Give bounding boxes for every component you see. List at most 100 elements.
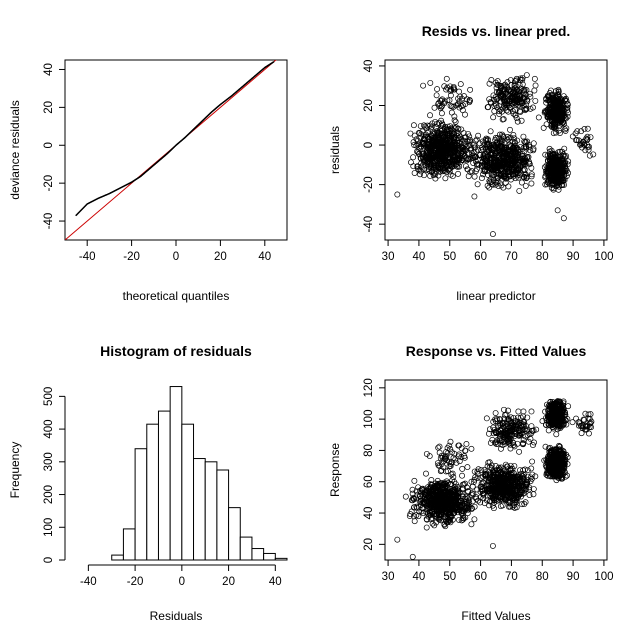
scatter-point bbox=[499, 161, 506, 168]
scatter-point bbox=[471, 173, 478, 180]
scatter-point bbox=[514, 440, 521, 447]
scatter-point bbox=[546, 145, 553, 152]
scatter-point bbox=[516, 156, 523, 163]
scatter-point bbox=[556, 127, 563, 134]
histogram-bar bbox=[181, 423, 195, 561]
scatter-point bbox=[492, 410, 499, 416]
scatter-point bbox=[554, 473, 561, 480]
scatter-point bbox=[492, 154, 498, 161]
scatter-point bbox=[498, 160, 505, 167]
scatter-point bbox=[486, 143, 493, 150]
scatter-point bbox=[417, 499, 424, 506]
scatter-point bbox=[422, 143, 428, 149]
scatter-point bbox=[427, 173, 434, 179]
scatter-point bbox=[484, 471, 491, 478]
scatter-point bbox=[426, 161, 433, 168]
scatter-point bbox=[491, 486, 498, 493]
scatter-point bbox=[498, 182, 505, 189]
scatter-point bbox=[438, 103, 445, 110]
scatter-point bbox=[442, 155, 449, 161]
scatter-point bbox=[465, 504, 472, 511]
scatter-point bbox=[526, 161, 533, 167]
scatter-point bbox=[500, 116, 507, 123]
x-axis-label: Fitted Values bbox=[461, 609, 530, 623]
histogram-panel: Histogram of residuals-40 -20 0 20 40Residua… bbox=[8, 343, 288, 623]
scatter-point bbox=[547, 444, 553, 451]
scatter-point bbox=[443, 508, 450, 515]
scatter-point bbox=[454, 486, 461, 493]
scatter-point bbox=[583, 135, 590, 142]
scatter-point bbox=[453, 132, 460, 139]
scatter-point bbox=[480, 491, 487, 498]
scatter-point bbox=[447, 481, 454, 488]
scatter-point bbox=[450, 134, 457, 141]
scatter-point bbox=[549, 122, 556, 129]
scatter-point bbox=[429, 487, 436, 494]
scatter-point bbox=[487, 176, 494, 183]
y-tick-label: 100 bbox=[363, 410, 375, 429]
qq-point bbox=[272, 61, 275, 63]
scatter-point bbox=[450, 506, 456, 513]
scatter-point bbox=[410, 122, 417, 129]
scatter-point bbox=[453, 502, 460, 509]
scatter-point bbox=[533, 426, 540, 433]
scatter-point bbox=[513, 167, 520, 174]
scatter-point bbox=[503, 475, 510, 482]
scatter-point bbox=[417, 143, 424, 150]
scatter-point bbox=[427, 112, 433, 119]
scatter-point bbox=[461, 134, 468, 141]
scatter-point bbox=[442, 141, 449, 148]
scatter-point bbox=[496, 467, 503, 474]
x-tick-label: 30 bbox=[382, 251, 395, 263]
y-tick-label: 40 bbox=[363, 507, 375, 520]
scatter-point bbox=[481, 161, 488, 168]
scatter-point bbox=[428, 136, 435, 143]
scatter-point bbox=[506, 476, 513, 482]
scatter-point bbox=[429, 520, 436, 527]
histogram-bar bbox=[204, 461, 218, 561]
scatter-point bbox=[520, 437, 527, 444]
scatter-point bbox=[501, 98, 508, 105]
scatter-point bbox=[502, 179, 509, 186]
scatter-point bbox=[494, 144, 501, 151]
scatter-point bbox=[428, 477, 435, 483]
scatter-point bbox=[471, 141, 477, 148]
histogram-bar bbox=[169, 386, 183, 561]
y-tick-label: 40 bbox=[363, 60, 375, 73]
scatter-point bbox=[433, 124, 440, 131]
scatter-point bbox=[510, 132, 517, 138]
scatter-point bbox=[490, 471, 497, 478]
scatter-point bbox=[438, 158, 445, 165]
scatter-point bbox=[517, 467, 523, 474]
scatter-point bbox=[487, 470, 494, 477]
scatter-point bbox=[429, 503, 436, 510]
scatter-point bbox=[586, 152, 593, 159]
scatter-point bbox=[491, 482, 498, 489]
x-tick-label: 60 bbox=[474, 571, 487, 583]
scatter-point bbox=[587, 134, 594, 141]
scatter-point bbox=[510, 87, 517, 94]
scatter-point bbox=[488, 464, 495, 471]
scatter-point bbox=[507, 445, 514, 452]
scatter-point bbox=[553, 129, 560, 136]
scatter-point bbox=[500, 149, 507, 156]
scatter-point bbox=[493, 102, 500, 109]
scatter-point bbox=[509, 493, 516, 500]
scatter-point bbox=[402, 493, 409, 500]
scatter-point bbox=[530, 442, 536, 449]
scatter-point bbox=[535, 114, 542, 121]
scatter-point bbox=[447, 494, 454, 501]
x-axis-label: theoretical quantiles bbox=[123, 289, 230, 303]
scatter-point bbox=[496, 437, 503, 444]
scatter-point bbox=[515, 408, 522, 415]
scatter-point bbox=[490, 424, 497, 431]
scatter-point bbox=[506, 503, 512, 510]
scatter-point bbox=[459, 507, 466, 514]
scatter-point bbox=[458, 517, 465, 524]
scatter-point bbox=[451, 509, 458, 516]
scatter-point bbox=[480, 153, 487, 160]
scatter-point bbox=[474, 475, 481, 482]
scatter-point bbox=[500, 134, 507, 141]
scatter-point bbox=[512, 474, 519, 481]
